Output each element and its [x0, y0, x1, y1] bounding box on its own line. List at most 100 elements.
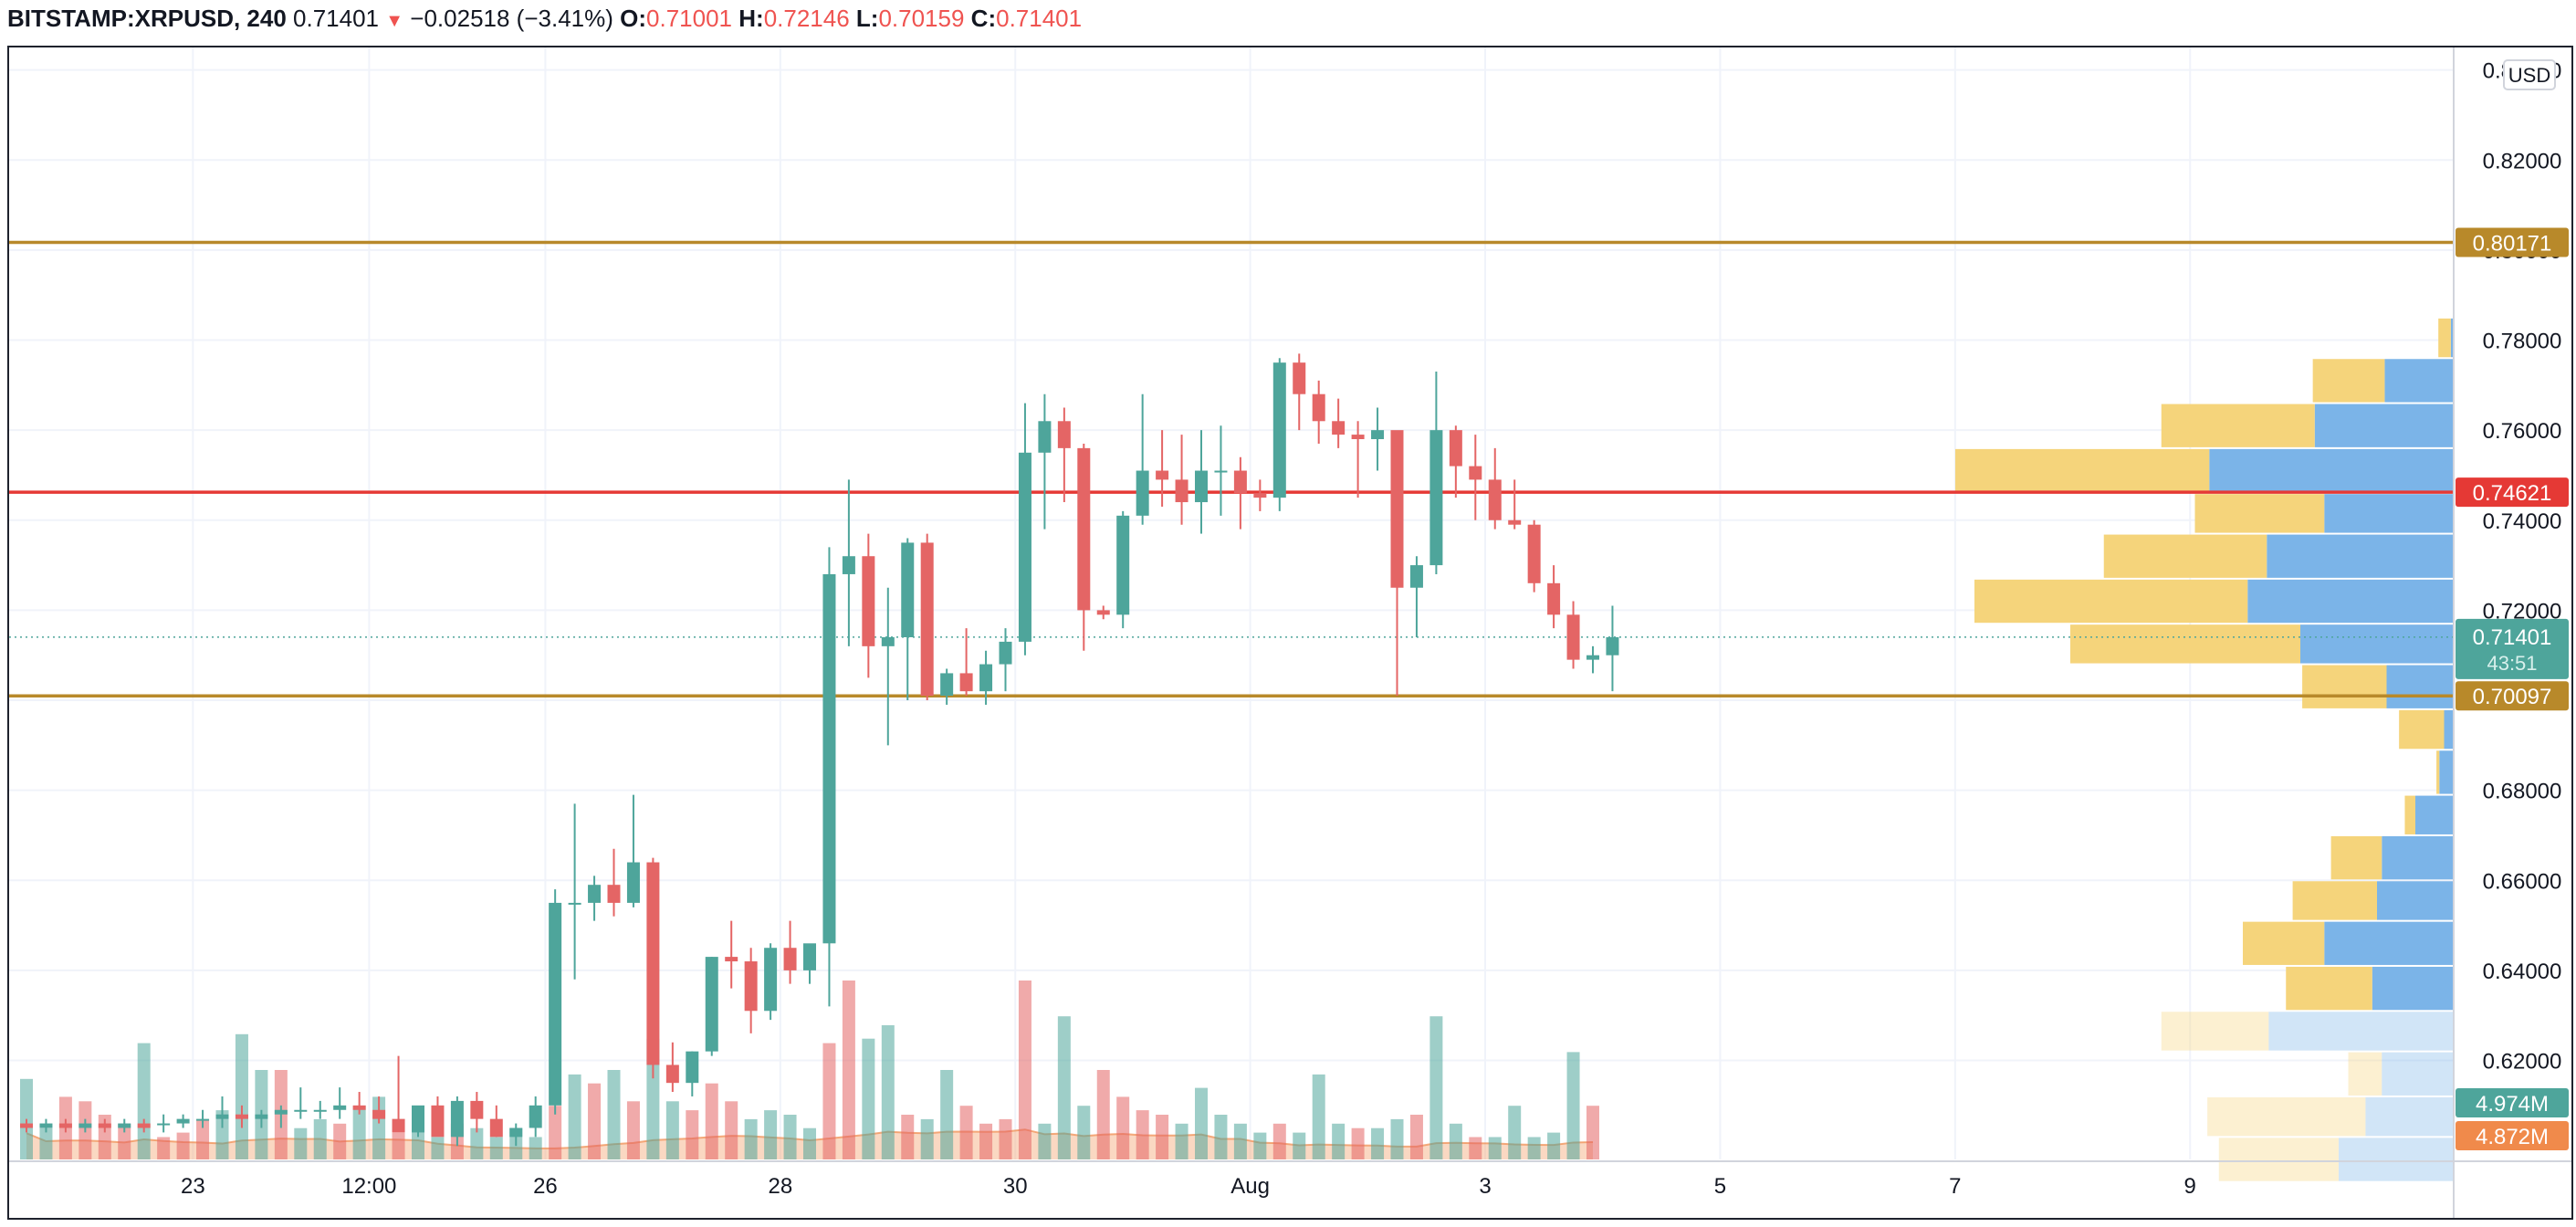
candle[interactable]: [489, 1105, 503, 1138]
candle[interactable]: [58, 1118, 72, 1133]
volume-profile-up-bar: [2382, 835, 2454, 880]
candle[interactable]: [1488, 447, 1502, 530]
candle[interactable]: [1606, 605, 1619, 692]
candle[interactable]: [568, 803, 581, 980]
candle[interactable]: [1390, 430, 1404, 697]
candle[interactable]: [665, 1042, 679, 1093]
candle[interactable]: [1312, 380, 1325, 444]
candle[interactable]: [1096, 605, 1110, 620]
candle[interactable]: [803, 943, 816, 984]
candle[interactable]: [764, 943, 778, 1021]
candle[interactable]: [1469, 435, 1482, 520]
candle[interactable]: [607, 848, 621, 917]
candle[interactable]: [1547, 565, 1561, 629]
candle[interactable]: [235, 1105, 248, 1128]
candle[interactable]: [137, 1118, 151, 1133]
candle[interactable]: [842, 479, 855, 646]
candle[interactable]: [881, 587, 895, 746]
candle[interactable]: [725, 920, 738, 989]
chart-frame[interactable]: 0.620000.640000.660000.680000.700000.720…: [7, 46, 2573, 1220]
candle[interactable]: [20, 1118, 33, 1133]
candle-body: [626, 862, 640, 903]
candle[interactable]: [1195, 430, 1208, 534]
candle[interactable]: [255, 1109, 268, 1128]
candle[interactable]: [529, 1096, 542, 1138]
candle[interactable]: [646, 857, 660, 1079]
candle[interactable]: [588, 876, 602, 921]
candle[interactable]: [686, 1051, 699, 1096]
candle[interactable]: [79, 1118, 92, 1133]
candle[interactable]: [39, 1118, 53, 1133]
candle[interactable]: [1371, 407, 1385, 471]
candle[interactable]: [1351, 421, 1365, 498]
candle[interactable]: [626, 794, 640, 907]
candle[interactable]: [1293, 353, 1306, 431]
last-price: 0.71401: [293, 5, 380, 32]
candle[interactable]: [333, 1087, 347, 1119]
candle[interactable]: [1449, 425, 1462, 498]
candle[interactable]: [215, 1096, 229, 1128]
volume-profile-up-bar: [2439, 750, 2454, 794]
candle[interactable]: [940, 668, 954, 705]
candle[interactable]: [1272, 358, 1286, 511]
candle[interactable]: [549, 889, 562, 1115]
candle[interactable]: [274, 1105, 288, 1128]
candle[interactable]: [1253, 479, 1267, 511]
candle[interactable]: [313, 1100, 327, 1119]
candle-body: [1214, 470, 1228, 473]
candle[interactable]: [1136, 393, 1149, 525]
candle[interactable]: [1018, 403, 1031, 655]
candle[interactable]: [470, 1092, 484, 1133]
candle[interactable]: [705, 957, 718, 1056]
candle-body: [607, 885, 621, 903]
candle[interactable]: [196, 1109, 210, 1128]
candle[interactable]: [744, 948, 758, 1033]
candle[interactable]: [901, 538, 915, 701]
level-price-tag: [2456, 227, 2569, 257]
candle[interactable]: [450, 1096, 464, 1147]
volume-profile-up-bar: [2382, 1052, 2454, 1096]
candle[interactable]: [352, 1092, 366, 1115]
candle[interactable]: [822, 547, 836, 1007]
candle-body: [1547, 582, 1561, 615]
candle[interactable]: [1156, 430, 1169, 507]
candle[interactable]: [1038, 393, 1052, 530]
candle[interactable]: [1116, 510, 1130, 629]
candle[interactable]: [372, 1096, 386, 1124]
candle[interactable]: [979, 650, 993, 705]
volume-bar: [1195, 1087, 1208, 1159]
candle[interactable]: [98, 1118, 111, 1133]
candle[interactable]: [412, 1105, 424, 1138]
volume-bar: [1156, 1115, 1169, 1159]
symbol-label[interactable]: BITSTAMP:XRPUSD, 240: [7, 5, 287, 32]
candle[interactable]: [176, 1114, 190, 1128]
candle[interactable]: [862, 533, 875, 678]
candle[interactable]: [431, 1096, 445, 1138]
candle[interactable]: [783, 920, 797, 984]
candle[interactable]: [1508, 479, 1522, 530]
candle[interactable]: [118, 1118, 131, 1133]
candle[interactable]: [509, 1123, 523, 1147]
candle[interactable]: [294, 1087, 308, 1119]
candle[interactable]: [392, 1055, 405, 1133]
time-tick-label: 9: [2184, 1174, 2196, 1199]
candlestick-chart[interactable]: 0.620000.640000.660000.680000.700000.720…: [9, 47, 2571, 1218]
candle[interactable]: [1057, 407, 1071, 503]
candle[interactable]: [1175, 435, 1189, 525]
candle[interactable]: [1077, 443, 1091, 651]
candle[interactable]: [1527, 519, 1541, 593]
candle-body: [959, 673, 973, 692]
candle[interactable]: [920, 533, 934, 701]
candle[interactable]: [1586, 645, 1599, 674]
candle[interactable]: [1429, 372, 1443, 574]
currency-button[interactable]: [2503, 59, 2556, 90]
candle[interactable]: [157, 1114, 171, 1133]
candle[interactable]: [1214, 425, 1228, 516]
candle[interactable]: [1566, 601, 1580, 669]
candle[interactable]: [1409, 556, 1423, 637]
candle[interactable]: [1233, 456, 1247, 530]
candle[interactable]: [999, 628, 1012, 692]
volume-bar: [803, 1127, 816, 1159]
candle[interactable]: [1332, 398, 1346, 448]
candle[interactable]: [959, 628, 973, 697]
